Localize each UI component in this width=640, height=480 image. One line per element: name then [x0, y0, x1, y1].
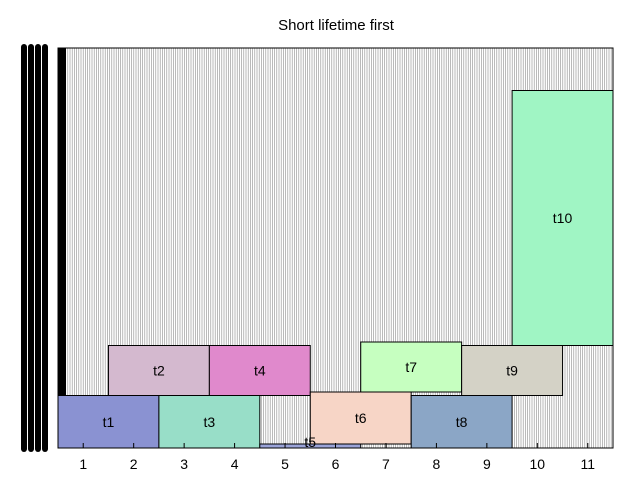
x-tick-label: 5 [281, 456, 289, 472]
x-tick-label: 8 [433, 456, 441, 472]
y-tick-column [21, 44, 27, 452]
block-labels: t1 t2 t3 t4 t5 t6 t7 t8 t9 t10 [103, 210, 573, 450]
block-t1 [57, 395, 160, 449]
block-t8 [410, 395, 513, 449]
x-tick-label: 9 [483, 456, 491, 472]
chart-title: Short lifetime first [278, 17, 395, 34]
y-tick-column [42, 44, 48, 452]
x-tick-label: 10 [530, 456, 546, 472]
x-tick-label: 2 [130, 456, 138, 472]
x-tick-label: 1 [79, 456, 87, 472]
x-tick-label: 3 [180, 456, 188, 472]
block-label-t6: t6 [355, 410, 367, 426]
block-label-t8: t8 [456, 414, 468, 430]
block-label-t4: t4 [254, 363, 266, 379]
x-tick-label: 11 [580, 456, 595, 472]
block-t9 [461, 345, 564, 396]
block-t2 [107, 345, 210, 396]
x-tick-label: 4 [231, 456, 239, 472]
block-label-t10: t10 [553, 210, 573, 226]
x-tick-label: 7 [382, 456, 390, 472]
block-t4 [208, 345, 311, 396]
lifetime-blocks [57, 90, 614, 449]
block-label-t1: t1 [103, 414, 115, 430]
y-axis-bar [58, 48, 66, 448]
x-tick-label: 6 [332, 456, 340, 472]
block-label-t5: t5 [304, 434, 316, 450]
x-axis-ticks: 1 2 3 4 5 6 7 8 9 10 11 [79, 443, 595, 472]
y-tick-column [28, 44, 34, 452]
block-label-t9: t9 [506, 363, 518, 379]
block-label-t3: t3 [204, 414, 216, 430]
block-label-t2: t2 [153, 363, 165, 379]
y-tick-column [35, 44, 41, 452]
block-t3 [158, 395, 261, 449]
block-t10 [511, 90, 614, 346]
block-t7 [360, 341, 463, 393]
block-label-t7: t7 [405, 359, 417, 375]
y-axis-strip [21, 44, 66, 452]
